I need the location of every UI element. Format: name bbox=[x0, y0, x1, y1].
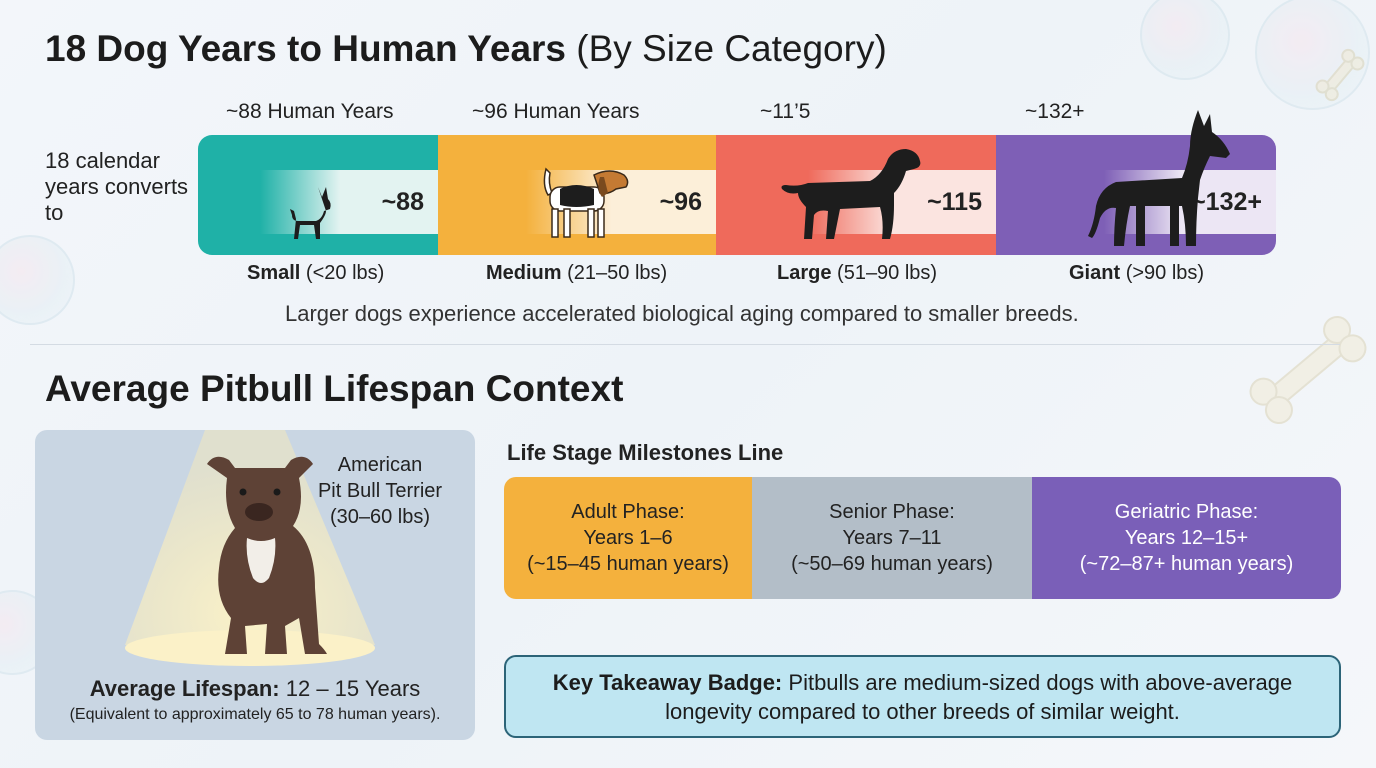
human-years-label-giant: ~132+ bbox=[1025, 100, 1085, 123]
milestone-human: (~15–45 human years) bbox=[527, 553, 729, 575]
title-rest: (By Size Category) bbox=[576, 28, 887, 69]
lifespan-label: Average Lifespan: bbox=[89, 676, 280, 701]
cell-decoration bbox=[0, 235, 75, 325]
milestone-human: (~72–87+ human years) bbox=[1079, 553, 1294, 575]
size-band: ~88 ~96 ~115 ~132+ bbox=[198, 135, 1276, 255]
cell-decoration bbox=[1140, 0, 1230, 80]
chihuahua-icon bbox=[290, 187, 331, 239]
great-dane-icon bbox=[1088, 110, 1230, 246]
milestones-line: Adult Phase: Years 1–6 (~15–45 human yea… bbox=[504, 477, 1341, 599]
page-title: 18 Dog Years to Human Years (By Size Cat… bbox=[45, 28, 887, 70]
section-title: Average Pitbull Lifespan Context bbox=[45, 368, 624, 409]
milestone-name: Adult Phase: bbox=[571, 501, 685, 523]
size-range: (<20 lbs) bbox=[305, 262, 385, 284]
value-large-text: ~115 bbox=[927, 187, 982, 216]
milestone-name: Geriatric Phase: bbox=[1114, 501, 1259, 523]
bone-icon bbox=[1315, 48, 1365, 102]
lifespan-line: Average Lifespan: 12 – 15 Years bbox=[35, 676, 475, 702]
value-medium-text: ~96 bbox=[659, 187, 702, 216]
segment-medium: ~96 bbox=[438, 135, 730, 255]
milestone-years: Years 1–6 bbox=[583, 527, 673, 549]
breed-line2: Pit Bull Terrier bbox=[317, 480, 443, 502]
milestone-name: Senior Phase: bbox=[829, 501, 955, 523]
pitbull-card: American Pit Bull Terrier (30–60 lbs) Av… bbox=[35, 430, 475, 740]
size-label-medium: Medium (21–50 lbs) bbox=[486, 262, 667, 285]
size-label-large: Large (51–90 lbs) bbox=[777, 262, 937, 285]
milestone-years: Years 7–11 bbox=[842, 527, 942, 549]
size-name: Medium bbox=[486, 262, 562, 284]
pitbull-dog-icon bbox=[207, 456, 327, 654]
bone-icon bbox=[1249, 315, 1367, 425]
size-name: Small bbox=[247, 262, 301, 284]
milestone-senior: Senior Phase: Years 7–11 (~50–69 human y… bbox=[752, 477, 1032, 599]
aging-note: Larger dogs experience accelerated biolo… bbox=[285, 301, 1079, 326]
size-label-small: Small (<20 lbs) bbox=[247, 262, 384, 285]
size-range: (51–90 lbs) bbox=[837, 262, 938, 284]
converts-text: 18 calendar years converts to bbox=[45, 148, 189, 225]
milestone-years: Years 12–15+ bbox=[1124, 527, 1249, 549]
breed-line1: American bbox=[337, 454, 423, 476]
takeaway-label: Key Takeaway Badge: bbox=[552, 669, 783, 695]
size-name: Giant bbox=[1069, 262, 1121, 284]
section-divider bbox=[30, 344, 1340, 345]
value-small: ~88 bbox=[260, 170, 438, 234]
breed-weight: (30–60 lbs) bbox=[329, 506, 431, 528]
size-label-giant: Giant (>90 lbs) bbox=[1069, 262, 1204, 285]
takeaway-text: Pitbulls are medium-sized dogs with abov… bbox=[665, 669, 1293, 724]
human-years-label-small: ~88 Human Years bbox=[226, 100, 394, 123]
milestone-adult: Adult Phase: Years 1–6 (~15–45 human yea… bbox=[504, 477, 752, 599]
human-years-label-medium: ~96 Human Years bbox=[472, 100, 640, 123]
labrador-icon bbox=[781, 149, 921, 239]
lifespan-equivalent: (Equivalent to approximately 65 to 78 hu… bbox=[69, 706, 441, 723]
segment-small: ~88 bbox=[198, 135, 452, 255]
beagle-icon bbox=[543, 167, 629, 238]
segment-large: ~115 bbox=[716, 135, 1010, 255]
key-takeaway-badge: Key Takeaway Badge: Pitbulls are medium-… bbox=[504, 655, 1341, 738]
size-range: (>90 lbs) bbox=[1125, 262, 1205, 284]
milestones-title: Life Stage Milestones Line bbox=[507, 440, 784, 465]
milestone-human: (~50–69 human years) bbox=[791, 553, 993, 575]
breed-info: American Pit Bull Terrier (30–60 lbs) bbox=[305, 452, 455, 530]
title-bold: 18 Dog Years to Human Years bbox=[45, 28, 566, 69]
human-years-label-large: ~11’5 bbox=[760, 100, 811, 123]
milestone-geriatric: Geriatric Phase: Years 12–15+ (~72–87+ h… bbox=[1032, 477, 1341, 599]
lifespan-value: 12 – 15 Years bbox=[285, 676, 421, 701]
size-range: (21–50 lbs) bbox=[567, 262, 668, 284]
size-name: Large bbox=[777, 262, 832, 284]
value-small-text: ~88 bbox=[381, 187, 424, 216]
value-giant-text: ~132+ bbox=[1191, 187, 1262, 216]
